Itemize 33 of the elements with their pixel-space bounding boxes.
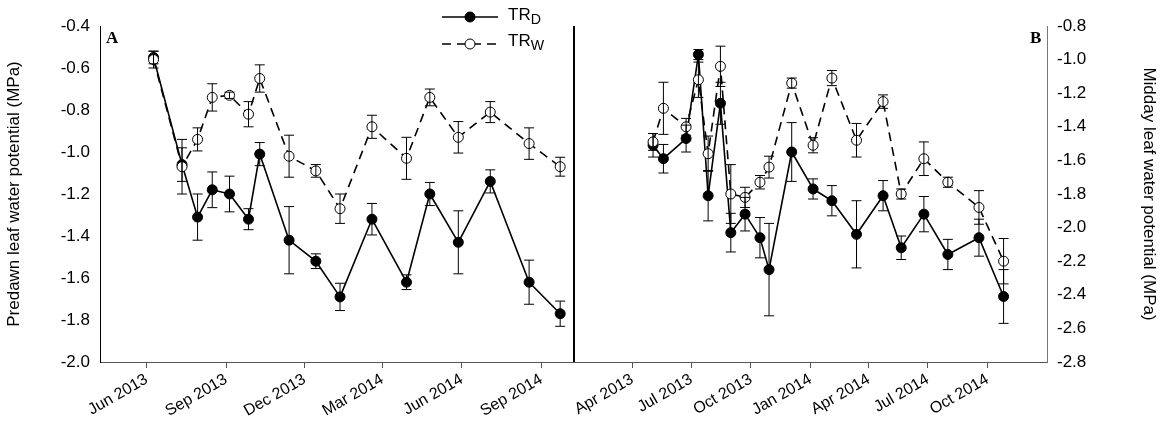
- y-tick-label: -0.4: [60, 15, 90, 35]
- y-tick-label: -0.6: [60, 57, 90, 77]
- y2-tick-label: -1.2: [1057, 82, 1087, 102]
- y2-tick-label: -1.0: [1057, 49, 1087, 69]
- y2-axis-title: Midday leaf water potential (MPa): [1140, 67, 1160, 321]
- y2-tick-label: -1.4: [1057, 116, 1087, 136]
- y-tick-label: -1.0: [60, 141, 90, 161]
- x-tick-label: Sep 2014: [477, 369, 545, 419]
- legend-label: TR$_{D}$: [508, 4, 541, 30]
- x-tick-label: Apr 2013: [571, 369, 637, 418]
- y2-tick-label: -1.8: [1057, 183, 1087, 203]
- x-tick-label: Jun 2013: [84, 369, 151, 418]
- y-tick-label: -1.8: [60, 309, 90, 329]
- y-axis-title: Predawn leaf water potential (MPa): [3, 61, 23, 327]
- y-tick-label: -2.0: [60, 351, 90, 371]
- x-tick-label: Jun 2014: [399, 369, 466, 418]
- y-tick-label: -1.6: [60, 267, 90, 287]
- y-tick-label: -1.2: [60, 183, 90, 203]
- y2-tick-label: -0.8: [1057, 15, 1087, 35]
- chart-title: A: [106, 28, 119, 48]
- y2-tick-label: -2.2: [1057, 250, 1087, 270]
- x-tick-label: Mar 2014: [319, 369, 387, 419]
- y-tick-label: -1.4: [60, 225, 90, 245]
- y2-tick-label: -2.0: [1057, 217, 1087, 237]
- legend-label: TR$_{W}$: [508, 30, 545, 56]
- chart-title: B: [1030, 28, 1042, 48]
- y2-tick-label: -2.8: [1057, 351, 1087, 371]
- y2-tick-label: -2.4: [1057, 284, 1087, 304]
- x-tick-label: Sep 2013: [161, 369, 230, 419]
- y2-tick-label: -1.6: [1057, 150, 1087, 170]
- y2-tick-label: -2.6: [1057, 318, 1087, 338]
- y-tick-label: -0.8: [60, 99, 90, 119]
- x-tick-label: Dec 2013: [240, 369, 309, 419]
